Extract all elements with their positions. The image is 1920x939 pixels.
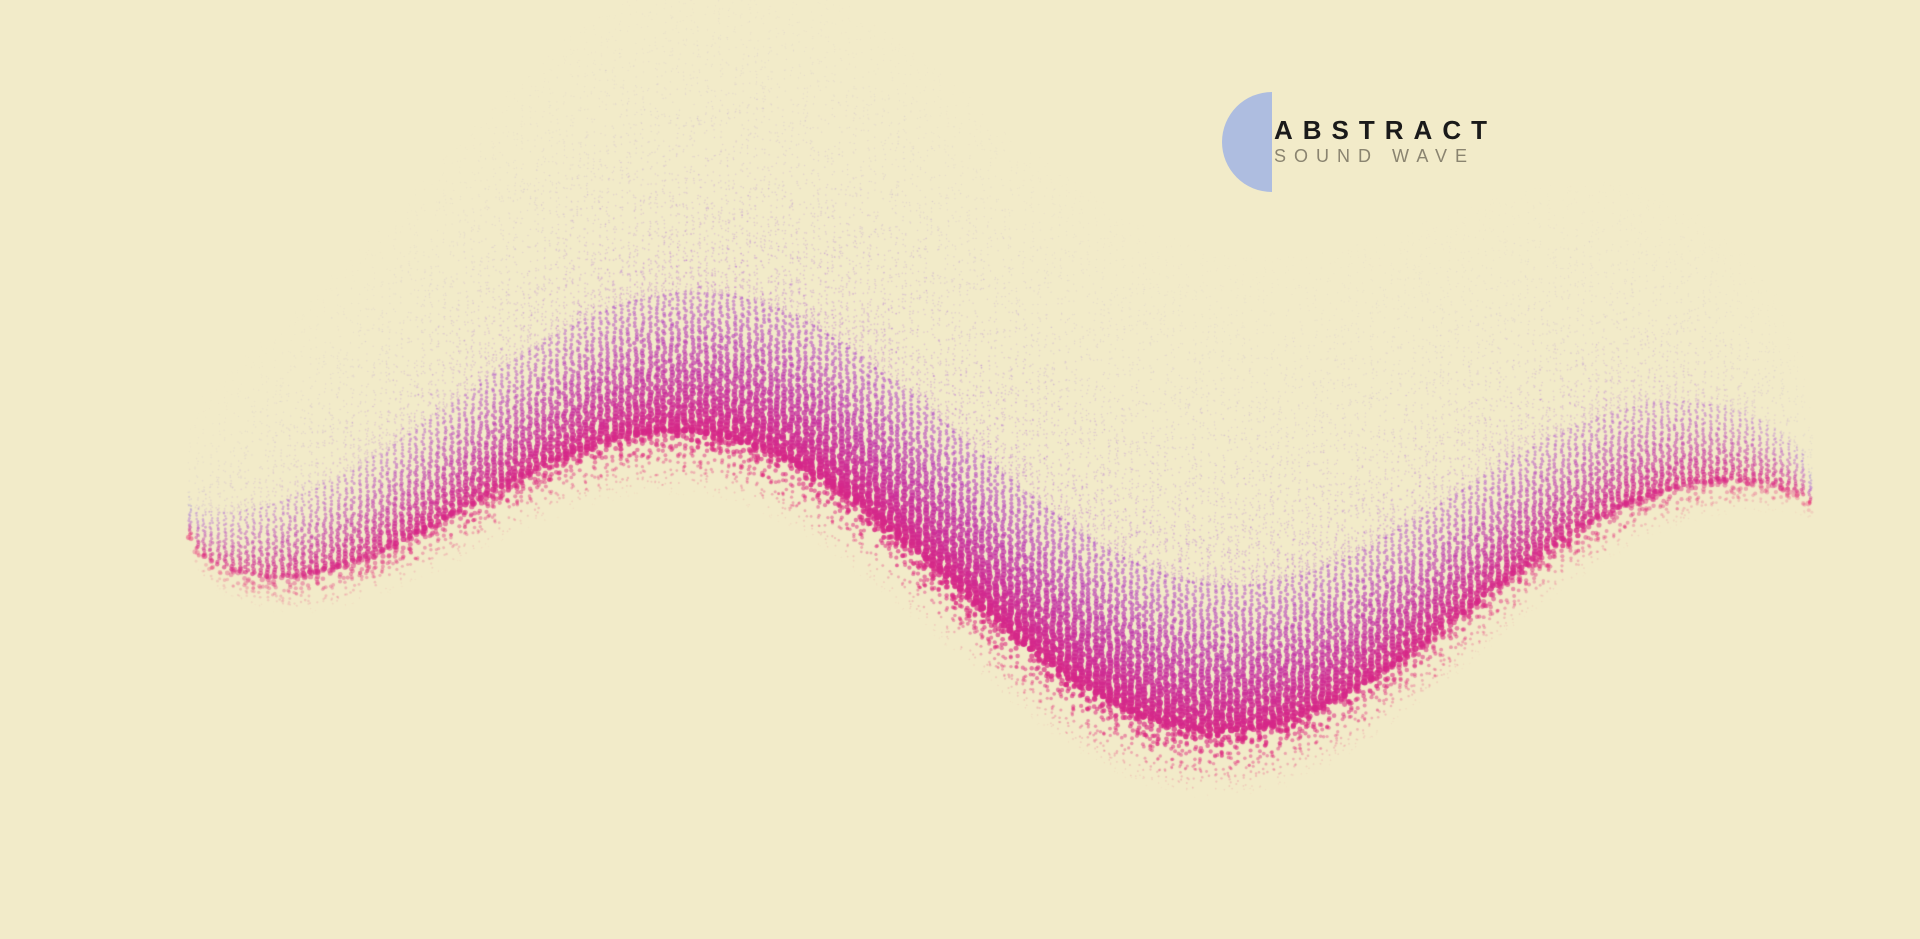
sound-wave-graphic [0, 0, 1920, 939]
semicircle-icon [1222, 92, 1272, 192]
logo-block: ABSTRACT SOUND WAVE [1222, 92, 1497, 192]
logo-subtitle: SOUND WAVE [1274, 147, 1497, 167]
logo-text: ABSTRACT SOUND WAVE [1274, 117, 1497, 166]
logo-title: ABSTRACT [1274, 117, 1497, 144]
